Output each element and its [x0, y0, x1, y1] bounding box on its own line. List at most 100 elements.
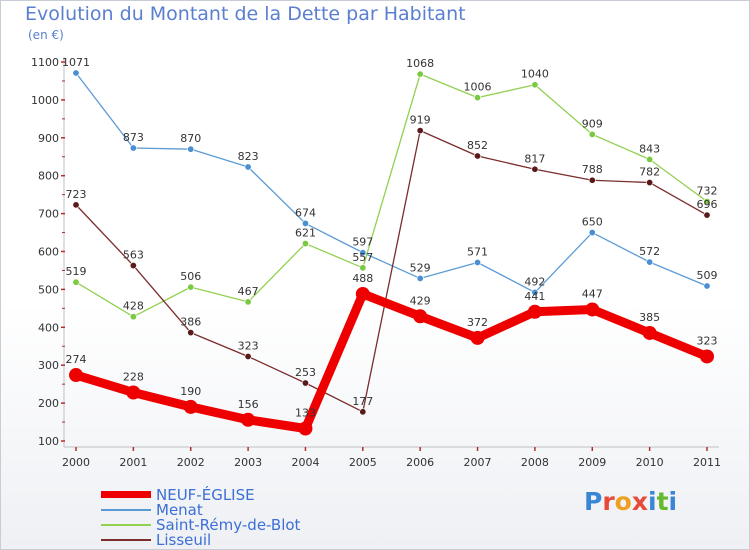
- data-point: [129, 144, 137, 152]
- data-point: [359, 249, 367, 257]
- y-tick-label: 1000: [31, 94, 59, 107]
- y-tick-label: 800: [38, 170, 59, 183]
- logo-letter: P: [584, 487, 603, 516]
- data-point: [187, 145, 195, 153]
- data-point: [355, 286, 370, 301]
- data-point: [413, 309, 428, 324]
- y-tick-label: 1100: [31, 56, 59, 69]
- data-point: [72, 201, 80, 209]
- data-point: [703, 211, 711, 219]
- y-tick-label: 300: [38, 359, 59, 372]
- legend-item-menat: Menat: [101, 501, 421, 519]
- data-point: [588, 229, 596, 237]
- chart-data-labels: 1071 873 870 823 674 597 529 571 492 650 572 509 519…: [62, 56, 718, 420]
- series-saint-remy-de-blot: [72, 70, 711, 321]
- y-tick-label: 100: [38, 435, 59, 448]
- series-menat: [72, 69, 711, 296]
- x-tick-label: 2000: [62, 456, 90, 469]
- data-point: [531, 288, 539, 296]
- series-line-neuf-eglise: [71, 289, 712, 433]
- x-tick-label: 2004: [291, 456, 319, 469]
- chart-title: Evolution du Montant de la Dette par Hab…: [25, 3, 466, 25]
- data-label: 323: [238, 339, 259, 352]
- data-point: [531, 165, 539, 173]
- data-point: [416, 70, 424, 78]
- logo-letter: r: [602, 487, 615, 516]
- data-label: 852: [467, 139, 488, 152]
- data-point: [470, 330, 485, 345]
- x-tick-label: 2007: [464, 456, 492, 469]
- legend-item-neuf-eglise: NEUF-ÉGLISE: [101, 486, 421, 504]
- data-point: [126, 385, 141, 400]
- data-point: [474, 152, 482, 160]
- chart-legend: NEUF-ÉGLISE Menat Saint-Rémy-de-Blot Lisseu…: [101, 486, 421, 549]
- data-label: 782: [639, 166, 660, 179]
- data-label: 563: [123, 249, 144, 262]
- data-label: 1040: [521, 68, 549, 81]
- data-point: [72, 278, 80, 286]
- data-label: 572: [639, 245, 660, 258]
- series-neuf-eglise: [69, 286, 714, 436]
- data-label: 696: [697, 198, 718, 211]
- data-point: [298, 421, 313, 436]
- x-tick-label: 2001: [119, 456, 147, 469]
- data-label: 1071: [62, 56, 90, 69]
- data-point: [187, 329, 195, 337]
- x-tick-label: 2006: [406, 456, 434, 469]
- data-label: 519: [66, 265, 87, 278]
- y-tick-label: 200: [38, 397, 59, 410]
- y-tick-label: 400: [38, 321, 59, 334]
- x-tick-label: 2003: [234, 456, 262, 469]
- data-label: 1068: [406, 57, 434, 70]
- x-tick-label: 2008: [521, 456, 549, 469]
- data-point: [129, 262, 137, 270]
- x-tick-label: 2009: [578, 456, 606, 469]
- data-label: 843: [639, 142, 660, 155]
- y-tick-label: 500: [38, 283, 59, 296]
- chart-series-layer: [69, 69, 714, 436]
- data-label: 674: [295, 206, 316, 219]
- data-label: 557: [352, 251, 373, 264]
- data-point: [187, 283, 195, 291]
- data-point: [646, 179, 654, 187]
- data-label: 386: [180, 316, 201, 329]
- data-point: [244, 352, 252, 360]
- legend-swatch: [101, 539, 151, 541]
- data-label: 529: [410, 261, 431, 274]
- data-point: [700, 349, 714, 364]
- data-label: 1006: [464, 81, 492, 94]
- logo-letter: o: [614, 487, 632, 516]
- legend-label: Menat: [156, 501, 203, 519]
- data-label: 506: [180, 270, 201, 283]
- data-label: 372: [467, 316, 488, 329]
- logo-letter: i: [668, 487, 678, 516]
- data-label: 873: [123, 131, 144, 144]
- data-point: [301, 219, 309, 227]
- chart-ticks: 100 200 300 400 500 600 700 800 900 1000 1100 2000 2…: [31, 56, 721, 469]
- data-point: [244, 298, 252, 306]
- legend-label: NEUF-ÉGLISE: [156, 486, 255, 504]
- x-tick-label: 2011: [693, 456, 721, 469]
- data-label: 274: [66, 353, 87, 366]
- data-label: 488: [352, 272, 373, 285]
- logo-letter: x: [631, 487, 648, 516]
- series-line-menat: [75, 72, 708, 294]
- data-label: 190: [180, 385, 201, 398]
- legend-item-lisseuil: Lisseuil: [101, 531, 421, 549]
- data-point: [183, 399, 198, 414]
- data-point: [642, 325, 657, 340]
- proxiti-logo: Proxiti: [584, 487, 677, 516]
- logo-letter: i: [648, 487, 657, 516]
- data-label: 323: [697, 334, 718, 347]
- data-point: [359, 264, 367, 272]
- data-point: [531, 81, 539, 89]
- data-point: [359, 408, 367, 416]
- data-point: [416, 127, 424, 135]
- data-point: [646, 258, 654, 266]
- data-point: [416, 274, 424, 282]
- data-point: [703, 197, 711, 205]
- data-label: 133: [295, 406, 316, 419]
- legend-label: Lisseuil: [156, 531, 212, 549]
- logo-letter: t: [656, 487, 669, 516]
